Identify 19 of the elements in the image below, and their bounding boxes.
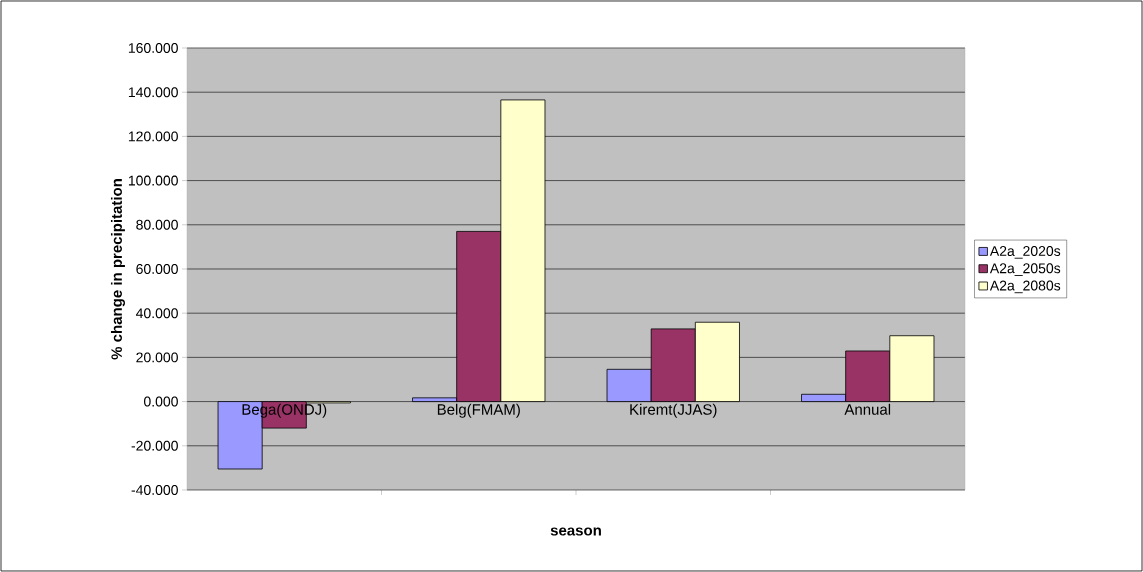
y-tick-label: 160.000 bbox=[128, 43, 178, 53]
y-tick-label: 120.000 bbox=[128, 131, 178, 142]
x-axis-title: season bbox=[550, 527, 601, 536]
y-tick-label: 140.000 bbox=[128, 87, 178, 98]
y-tick-label: 60.000 bbox=[136, 264, 178, 274]
legend-label: A2a_2020s bbox=[989, 246, 1061, 259]
y-tick-label: 20.000 bbox=[136, 352, 178, 363]
y-tick-label: -40.000 bbox=[131, 485, 178, 495]
y-tick-label: -20.000 bbox=[131, 440, 178, 451]
x-tick-label: Kiremt(JJAS) bbox=[630, 403, 717, 418]
y-tick-label: 80.000 bbox=[136, 219, 178, 230]
legend-label: A2a_2080s bbox=[989, 280, 1061, 294]
y-tick-label: 40.000 bbox=[135, 308, 178, 319]
y-tick-label: 100.000 bbox=[128, 175, 178, 186]
legend-label: A2a_2050s bbox=[989, 263, 1061, 276]
x-tick-label: Annual bbox=[844, 403, 891, 415]
y-tick-label: 0.000 bbox=[143, 396, 178, 407]
x-tick-label: Belg(FMAM) bbox=[437, 403, 520, 418]
y-axis-title: % change in precipitation bbox=[110, 179, 126, 360]
